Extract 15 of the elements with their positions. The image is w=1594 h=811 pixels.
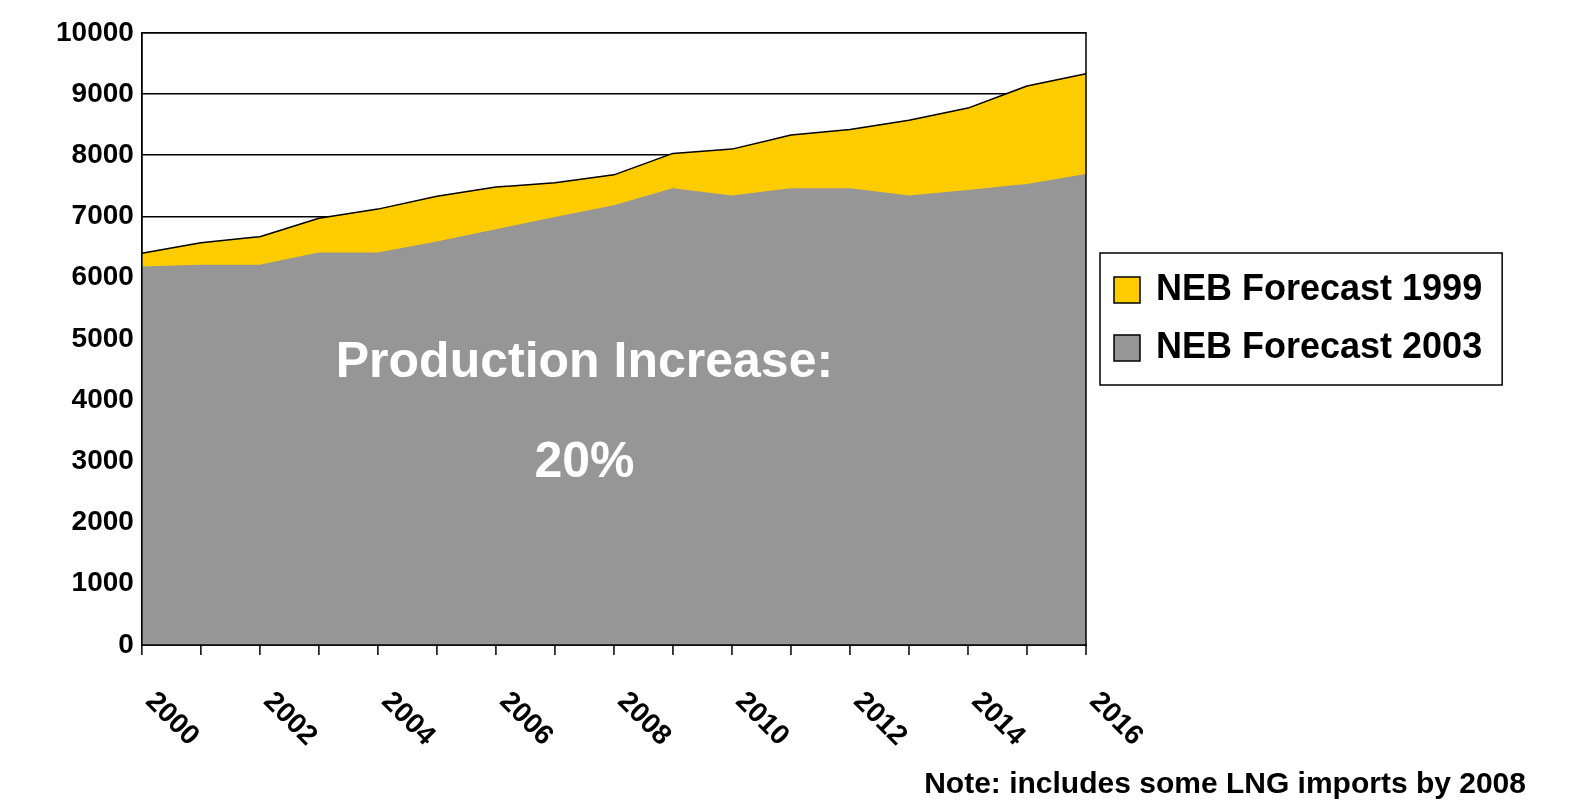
y-tick-label: 9000 [71, 76, 134, 108]
legend-label: NEB Forecast 2003 [1156, 324, 1483, 366]
y-tick-label: 7000 [71, 199, 134, 231]
y-tick-label: 10000 [55, 15, 134, 47]
y-tick-label: 2000 [71, 505, 134, 537]
legend-label: NEB Forecast 1999 [1156, 266, 1483, 308]
annotation: Production Increase: 20% [335, 331, 834, 488]
y-tick-label: 1000 [71, 566, 134, 598]
y-tick-label: 3000 [71, 444, 134, 476]
text: Note: includes some LNG imports by 2008 [924, 766, 1526, 800]
y-tick-label: 0 [118, 627, 134, 659]
y-tick-label: 6000 [71, 260, 134, 292]
y-tick-label: 5000 [71, 321, 134, 353]
y-tick-label: 8000 [71, 137, 134, 169]
y-tick-label: 4000 [71, 382, 134, 414]
